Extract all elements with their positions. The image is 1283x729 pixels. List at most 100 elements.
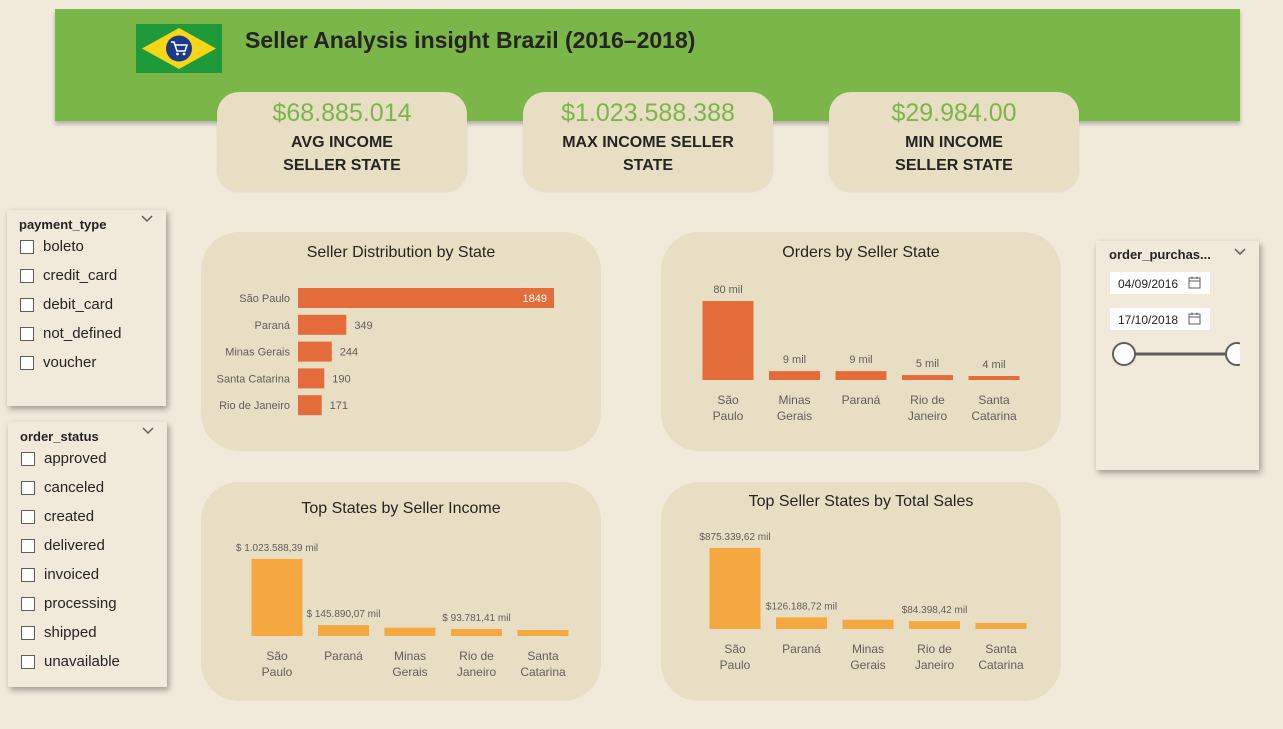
checkbox[interactable] (21, 597, 35, 611)
calendar-icon[interactable] (1188, 312, 1201, 325)
kpi-value: $68.885.014 (272, 99, 412, 127)
data-label: 4 mil (982, 359, 1005, 371)
slicer-option-canceled[interactable]: canceled (8, 477, 167, 506)
data-label: 171 (330, 400, 348, 412)
data-label: $875.339,62 mil (699, 532, 770, 543)
option-label: processing (44, 595, 117, 612)
option-label: voucher (43, 354, 97, 371)
category-label: São Paulo (720, 642, 751, 672)
slicer-option-credit-card[interactable]: credit_card (7, 265, 166, 294)
slicer-option-debit-card[interactable]: debit_card (7, 294, 166, 323)
bar (902, 375, 953, 380)
slicer-option-unavailable[interactable]: unavailable (8, 651, 167, 680)
top-states-income-chart: Top States by Seller Income $ 1.023.588,… (201, 482, 601, 701)
option-label: shipped (44, 624, 97, 641)
option-label: not_defined (43, 325, 122, 342)
checkbox[interactable] (21, 510, 35, 524)
data-label: 190 (332, 373, 350, 385)
slicer-option-shipped[interactable]: shipped (8, 622, 167, 651)
start-date-input[interactable]: 04/09/2016 (1110, 272, 1210, 294)
data-label: $ 145.890,07 mil (307, 609, 381, 620)
checkbox[interactable] (21, 626, 35, 640)
slicer-title: order_purchas... (1109, 247, 1211, 262)
bar (909, 621, 960, 629)
slicer-header[interactable]: payment_type (7, 210, 166, 236)
checkbox[interactable] (20, 356, 34, 370)
bar (776, 617, 827, 629)
checkbox[interactable] (20, 298, 34, 312)
checkbox[interactable] (20, 327, 34, 341)
checkbox[interactable] (21, 481, 35, 495)
chart-title: Seller Distribution by State (306, 244, 496, 261)
kpi-max-income: $1.023.588.388 MAX INCOME SELLER STATE (523, 92, 773, 191)
payment-type-slicer: payment_type boleto credit_card debit_card… (7, 210, 166, 406)
chart-plot: 80 mil São Paulo 9 mil Minas Gerais 9 mil Paran… (702, 284, 1020, 423)
kpi-label: AVG INCOME SELLER STATE (283, 134, 401, 174)
bar (968, 376, 1020, 380)
checkbox[interactable] (20, 269, 34, 283)
checkbox[interactable] (20, 240, 34, 254)
chevron-down-icon[interactable] (140, 214, 154, 224)
kpi-min-income: $29.984.00 MIN INCOME SELLER STATE (829, 92, 1079, 191)
top-states-sales-chart: Top Seller States by Total Sales $875.33… (661, 482, 1061, 701)
end-date-input[interactable]: 17/10/2018 (1110, 308, 1210, 330)
page-title: Seller Analysis insight Brazil (2016–201… (245, 27, 696, 53)
bar (298, 341, 332, 362)
bar (709, 548, 761, 629)
date-range-slider[interactable] (1110, 341, 1240, 367)
option-label: created (44, 508, 95, 525)
checkbox[interactable] (21, 539, 35, 553)
bar (451, 628, 502, 636)
category-label: Paraná (324, 649, 363, 663)
chevron-down-icon[interactable] (1233, 247, 1247, 257)
category-label: Santa Catarina (971, 393, 1017, 423)
bar (769, 371, 820, 380)
data-label: 9 mil (849, 354, 872, 366)
category-label: Rio de Janeiro (219, 400, 290, 412)
category-label: Paraná (255, 320, 291, 332)
category-label: Minas Gerais (850, 642, 885, 672)
slicer-option-processing[interactable]: processing (8, 593, 167, 622)
orders-by-state-chart: Orders by Seller State 80 mil São Paulo 9 m… (661, 232, 1061, 451)
category-label: Santa Catarina (520, 649, 566, 679)
checkbox[interactable] (21, 452, 35, 466)
end-date-value: 17/10/2018 (1118, 313, 1179, 327)
chart-plot: $ 1.023.588,39 mil São Paulo $ 145.890,07 m… (236, 543, 569, 679)
order-purchase-date-slicer: order_purchas... 04/09/2016 17/10/2018 (1096, 241, 1259, 470)
chart-title: Top Seller States by Total Sales (748, 493, 974, 510)
chart-plot: $875.339,62 mil São Paulo $126.188,72 mil Pa… (699, 532, 1027, 672)
category-label: Santa Catarina (978, 642, 1024, 672)
data-label: 5 mil (916, 358, 939, 370)
category-label: Rio de Janeiro (908, 393, 948, 423)
slicer-option-not-defined[interactable]: not_defined (7, 323, 166, 352)
bar (702, 301, 754, 380)
option-label: debit_card (43, 296, 114, 313)
slicer-option-delivered[interactable]: delivered (8, 535, 167, 564)
slicer-header[interactable]: order_status (8, 422, 167, 448)
chevron-down-icon[interactable] (141, 426, 155, 436)
slicer-option-created[interactable]: created (8, 506, 167, 535)
data-label: $126.188,72 mil (766, 601, 837, 612)
slicer-option-voucher[interactable]: voucher (7, 352, 166, 381)
bar (318, 625, 369, 636)
data-label: 349 (354, 320, 372, 332)
option-label: canceled (44, 479, 105, 496)
kpi-label: MAX INCOME SELLER STATE (562, 134, 734, 174)
bar (298, 314, 347, 335)
category-label: Rio de Janeiro (457, 649, 497, 679)
data-label: $ 93.781,41 mil (442, 613, 510, 624)
checkbox[interactable] (21, 655, 35, 669)
slicer-option-boleto[interactable]: boleto (7, 236, 166, 265)
category-label: Paraná (782, 642, 821, 656)
slicer-option-invoiced[interactable]: invoiced (8, 564, 167, 593)
seller-distribution-chart: Seller Distribution by State São Paulo 18… (201, 232, 601, 451)
checkbox[interactable] (21, 568, 35, 582)
bar (298, 368, 325, 389)
option-label: delivered (44, 537, 105, 554)
calendar-icon[interactable] (1188, 276, 1201, 289)
category-label: São Paulo (239, 293, 290, 305)
kpi-value: $1.023.588.388 (561, 99, 735, 127)
category-label: Rio de Janeiro (915, 642, 955, 672)
slicer-option-approved[interactable]: approved (8, 448, 167, 477)
